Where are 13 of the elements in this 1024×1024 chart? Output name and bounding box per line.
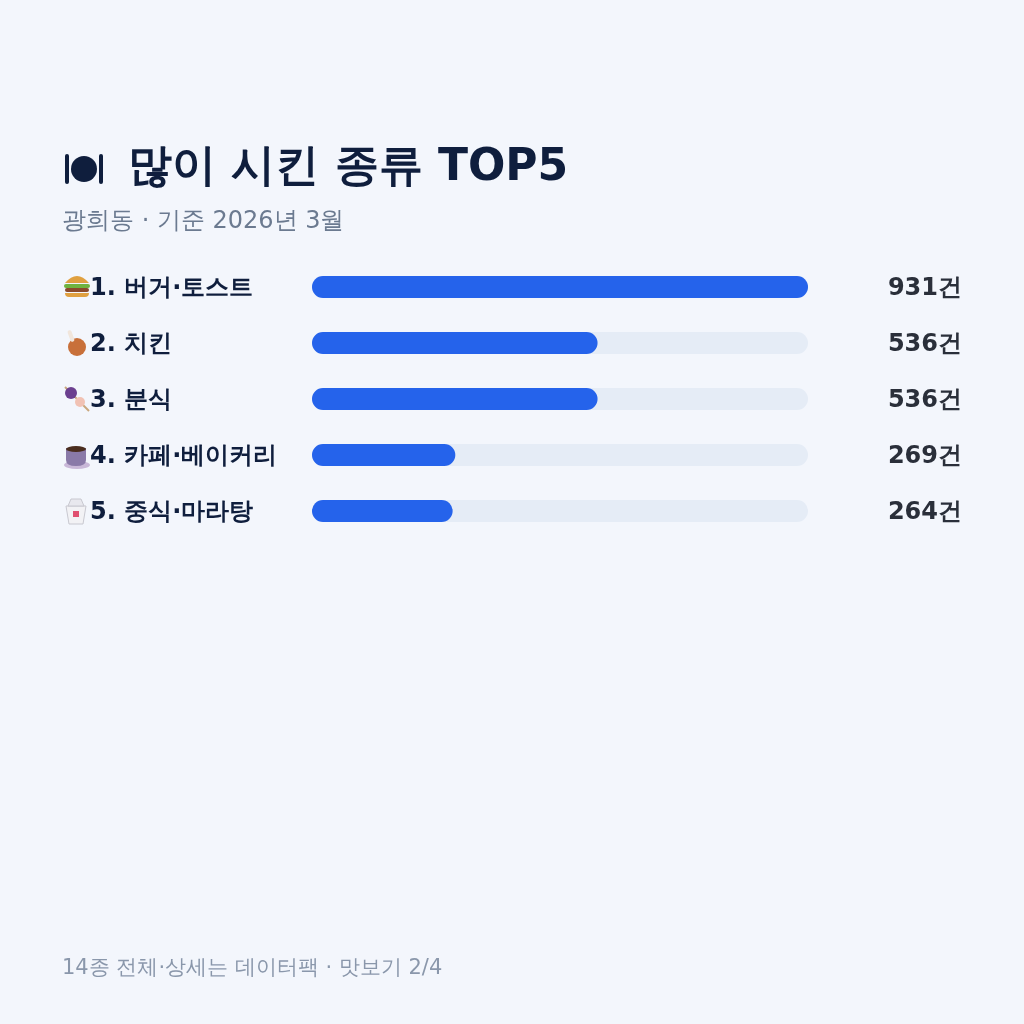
text: 14종 전체·상세는 데이터팩 · 맛보기 2/4: [62, 954, 443, 981]
y-tick-label: 4. 카페·베이커리: [90, 441, 278, 469]
data-label: 264건: [887, 497, 962, 525]
data-label: 931건: [887, 273, 962, 301]
chart-subtitle: 광희동 · 기준 2026년 3월: [62, 205, 345, 236]
data-label: 269건: [887, 441, 962, 469]
y-tick-label: 1. 버거·토스트: [90, 273, 254, 301]
data-label: 536건: [887, 329, 962, 357]
data-label: 536건: [887, 385, 962, 413]
y-tick-label: 2. 치킨: [90, 329, 173, 357]
chart-title: 많이 시킨 종류 TOP5: [128, 138, 569, 192]
y-tick-label: 5. 중식·마라탕: [90, 497, 254, 525]
y-tick-label: 3. 분식: [90, 385, 173, 413]
